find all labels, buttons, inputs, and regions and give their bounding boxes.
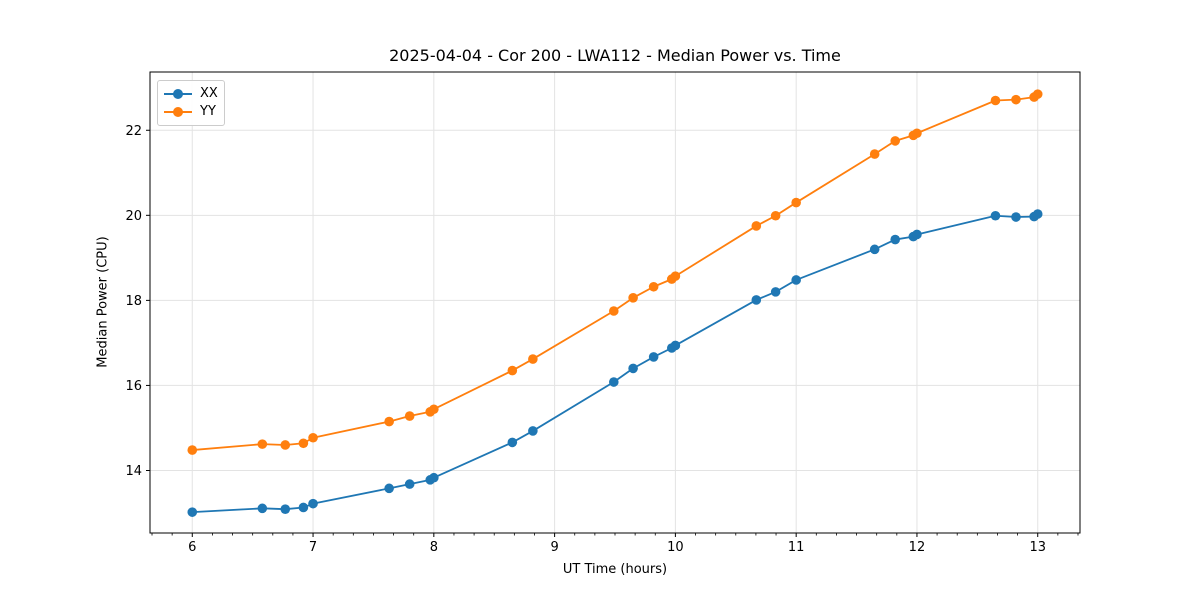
- y-tick-label: 16: [125, 379, 142, 394]
- x-tick-label: 6: [188, 540, 196, 555]
- xx-data-point: [670, 340, 681, 351]
- yy-data-point: [628, 293, 638, 303]
- xx-data-point: [1011, 212, 1021, 222]
- xx-data-point: [912, 229, 922, 240]
- xx-series-swatch-icon: [164, 89, 192, 99]
- xx-data-point: [528, 426, 538, 436]
- yy-series-swatch-icon: [164, 107, 192, 117]
- yy-data-point: [384, 416, 394, 427]
- yy-data-point: [298, 438, 309, 449]
- yy-data-point: [429, 404, 439, 415]
- yy-data-point: [770, 210, 781, 221]
- yy-data-point: [308, 432, 318, 443]
- xx-data-point: [257, 503, 268, 514]
- yy-data-point: [912, 128, 922, 139]
- x-tick-label: 12: [909, 540, 926, 555]
- yy-data-point: [1032, 89, 1043, 99]
- legend-label-yy: YY: [200, 104, 216, 119]
- xx-data-point: [1032, 209, 1043, 219]
- xx-data-point: [384, 483, 394, 494]
- y-tick-label: 14: [125, 464, 142, 479]
- xx-data-point: [890, 234, 901, 245]
- xx-data-point: [751, 295, 762, 305]
- y-tick-label: 22: [125, 124, 142, 139]
- xx-series: [187, 209, 1043, 517]
- y-axis: 14 16 18 20 22: [125, 124, 150, 479]
- legend-label-xx: XX: [200, 86, 218, 101]
- xx-data-point: [187, 507, 198, 517]
- y-tick-label: 18: [125, 294, 142, 309]
- x-tick-label: 13: [1029, 540, 1046, 555]
- xx-data-point: [298, 502, 309, 513]
- yy-data-point: [791, 197, 801, 208]
- x-tick-label: 8: [430, 540, 438, 555]
- xx-data-point: [429, 472, 439, 483]
- legend: XX YY: [157, 80, 225, 126]
- yy-data-point: [670, 271, 681, 281]
- yy-data-point: [257, 439, 268, 449]
- x-tick-label: 9: [550, 540, 558, 555]
- y-tick-label: 20: [125, 209, 142, 224]
- xx-data-point: [990, 210, 1001, 221]
- y-axis-label: Median Power (CPU): [95, 236, 111, 368]
- x-tick-label: 11: [788, 540, 805, 555]
- xx-data-point: [280, 504, 291, 514]
- xx-data-point: [869, 244, 880, 255]
- yy-data-point: [648, 281, 659, 292]
- yy-data-point: [507, 365, 518, 376]
- yy-data-point: [404, 411, 415, 421]
- yy-data-point: [528, 354, 538, 364]
- xx-data-point: [608, 377, 619, 387]
- yy-data-point: [280, 440, 291, 450]
- x-axis: 6 7 8 9 10 11 12 13: [151, 533, 1079, 555]
- chart-title: 2025-04-04 - Cor 200 - LWA112 - Median P…: [389, 46, 841, 65]
- yy-series: [187, 89, 1043, 455]
- gridlines: [150, 72, 1080, 533]
- legend-item-yy: YY: [164, 103, 218, 121]
- xx-data-point: [791, 275, 801, 285]
- yy-data-point: [890, 136, 901, 146]
- xx-data-point: [648, 352, 659, 362]
- xx-data-point: [308, 498, 318, 509]
- xx-data-point: [507, 437, 518, 448]
- yy-data-point: [751, 221, 762, 231]
- xx-data-point: [628, 363, 638, 374]
- yy-data-point: [608, 306, 619, 316]
- yy-data-point: [187, 445, 198, 455]
- x-tick-label: 7: [309, 540, 317, 555]
- x-axis-label: UT Time (hours): [562, 562, 668, 577]
- yy-data-point: [1011, 94, 1021, 105]
- x-tick-label: 10: [667, 540, 684, 555]
- legend-item-xx: XX: [164, 85, 218, 103]
- yy-data-point: [869, 149, 880, 159]
- plot-border: [149, 71, 1081, 534]
- xx-data-point: [770, 287, 781, 297]
- yy-data-point: [990, 95, 1001, 106]
- xx-data-point: [404, 479, 415, 489]
